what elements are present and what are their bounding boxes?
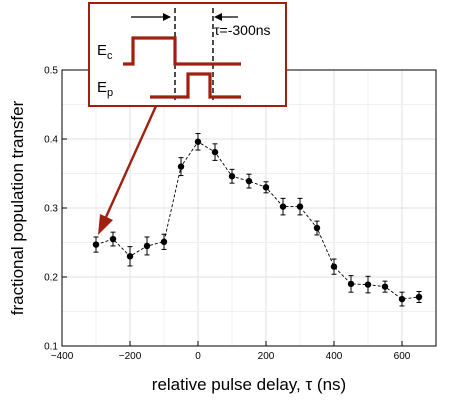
data-point: [364, 281, 372, 288]
data-point: [262, 184, 270, 191]
data-point: [211, 148, 219, 156]
x-axis-label: relative pulse delay, τ (ns): [152, 375, 346, 394]
pulse-sequence-inset: τ=-300ns Ec Ep: [88, 2, 287, 235]
x-tick-label: −200: [119, 351, 142, 362]
data-point: [177, 163, 185, 170]
inset-pointer-arrow: [104, 105, 158, 218]
ep-label-sub: p: [107, 87, 113, 99]
data-point: [143, 242, 151, 250]
control-pulse-trace: [123, 36, 241, 66]
data-point: [415, 293, 423, 301]
data-point: [313, 224, 321, 232]
y-axis-label: fractional population transfer: [8, 100, 27, 315]
grid: [61, 69, 437, 347]
data-point: [160, 238, 168, 246]
data-point: [381, 283, 389, 290]
data-point: [245, 177, 253, 185]
ec-label-sub: c: [107, 50, 113, 62]
probe-pulse-trace: [150, 72, 241, 99]
ep-label-main: E: [97, 79, 107, 96]
data-point: [330, 263, 338, 270]
y-tick-label: 0.3: [44, 204, 58, 215]
ec-label-main: E: [97, 42, 107, 59]
data-point: [109, 235, 117, 243]
data-points: [92, 138, 423, 303]
x-tick-label: 600: [394, 351, 411, 362]
x-tick-label: 400: [326, 351, 343, 362]
x-tick-label: 200: [258, 351, 275, 362]
data-point: [296, 203, 304, 210]
left-delay-arrowhead: [163, 13, 171, 21]
y-tick-label: 0.1: [44, 342, 58, 353]
data-point: [126, 253, 134, 260]
ep-label: Ep: [97, 79, 113, 99]
axis-ticks: −400 −200 0 200 400 600 0.1 0.2 0.3 0.4 0.5: [44, 66, 411, 363]
y-tick-label: 0.2: [44, 273, 58, 284]
data-point: [279, 203, 287, 210]
data-point: [398, 295, 406, 303]
x-tick-label: −400: [51, 351, 74, 362]
data-point: [228, 173, 236, 180]
data-point: [92, 241, 100, 248]
series-line: [95, 141, 420, 300]
y-tick-label: 0.4: [44, 135, 58, 146]
right-delay-arrowhead: [214, 13, 222, 21]
x-tick-label: 0: [195, 351, 201, 362]
y-tick-label: 0.5: [44, 66, 58, 77]
ec-label: Ec: [97, 42, 113, 62]
data-point: [347, 280, 355, 288]
inset-pointer-arrowhead: [98, 214, 113, 235]
error-bars: [93, 132, 422, 307]
data-point: [194, 138, 202, 145]
tau-label: τ=-300ns: [214, 22, 271, 38]
